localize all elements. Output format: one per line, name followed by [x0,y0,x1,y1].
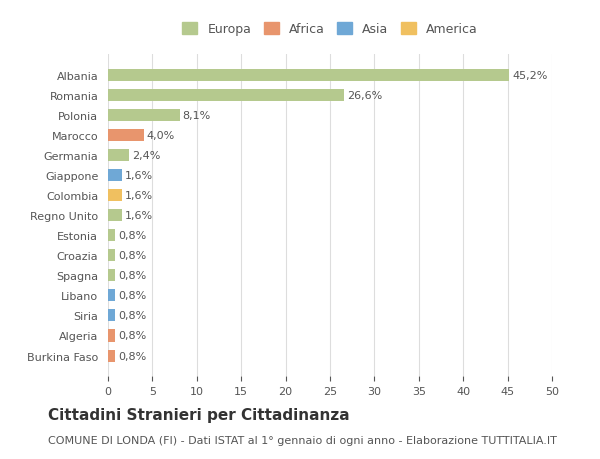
Text: 0,8%: 0,8% [118,351,146,361]
Text: 8,1%: 8,1% [182,111,211,121]
Bar [108,170,122,182]
Text: Cittadini Stranieri per Cittadinanza: Cittadini Stranieri per Cittadinanza [48,407,350,422]
Bar [108,230,115,242]
Bar [108,210,122,222]
Text: 45,2%: 45,2% [512,71,547,81]
Text: 1,6%: 1,6% [125,171,153,181]
Text: 0,8%: 0,8% [118,231,146,241]
Bar [108,350,115,362]
Bar [108,290,115,302]
Bar [108,330,115,342]
Bar [108,150,130,162]
Bar [108,110,180,122]
Bar [108,270,115,282]
Text: 0,8%: 0,8% [118,251,146,261]
Legend: Europa, Africa, Asia, America: Europa, Africa, Asia, America [179,20,481,40]
Bar [108,90,344,102]
Text: 0,8%: 0,8% [118,331,146,341]
Bar [108,70,509,82]
Text: COMUNE DI LONDA (FI) - Dati ISTAT al 1° gennaio di ogni anno - Elaborazione TUTT: COMUNE DI LONDA (FI) - Dati ISTAT al 1° … [48,435,557,445]
Text: 2,4%: 2,4% [132,151,160,161]
Bar [108,310,115,322]
Bar [108,250,115,262]
Text: 0,8%: 0,8% [118,271,146,281]
Bar [108,130,143,142]
Text: 26,6%: 26,6% [347,91,382,101]
Text: 1,6%: 1,6% [125,191,153,201]
Text: 0,8%: 0,8% [118,291,146,301]
Text: 4,0%: 4,0% [146,131,175,141]
Bar [108,190,122,202]
Text: 0,8%: 0,8% [118,311,146,321]
Text: 1,6%: 1,6% [125,211,153,221]
